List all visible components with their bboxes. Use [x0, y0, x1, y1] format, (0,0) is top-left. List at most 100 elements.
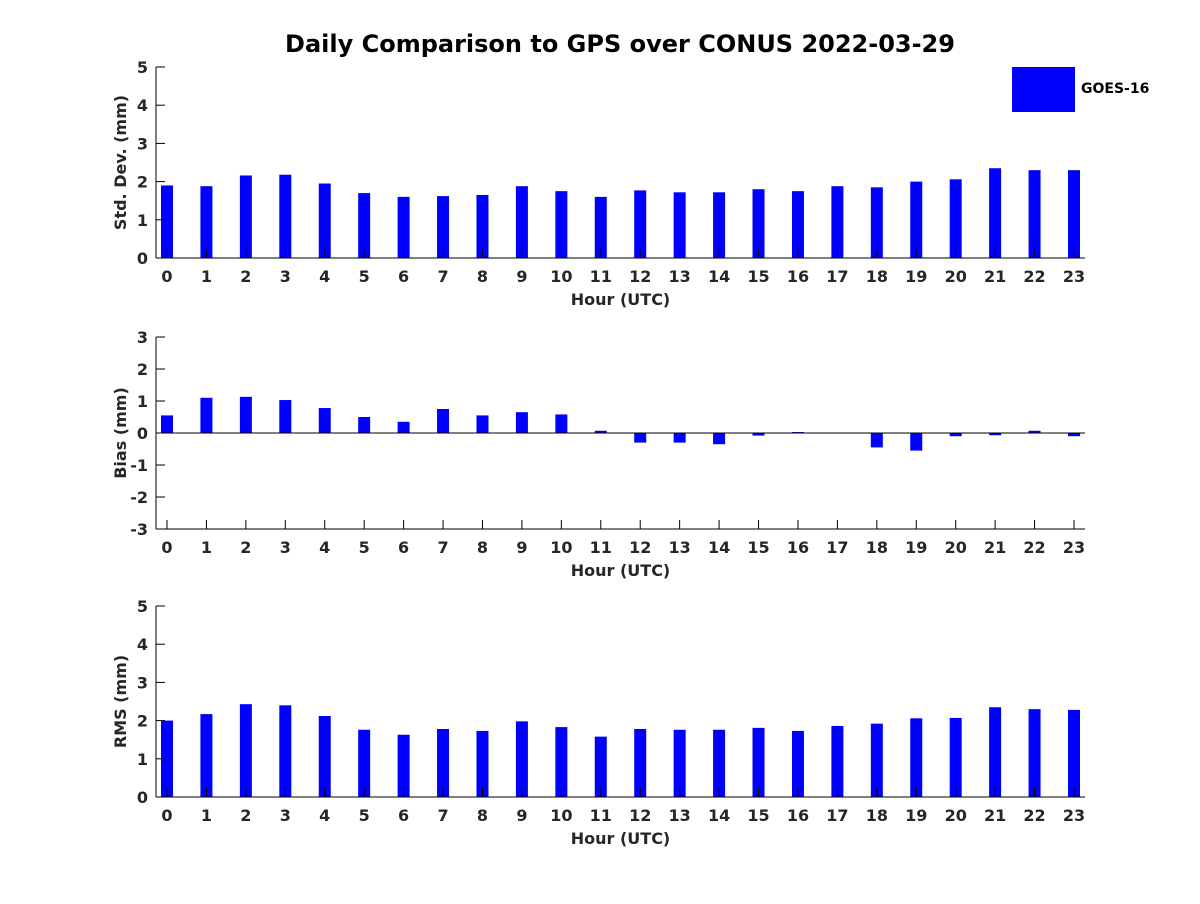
x-tick-label: 14 — [708, 267, 730, 286]
bar-hour-5 — [358, 193, 371, 258]
bar-hour-22 — [1028, 170, 1041, 258]
x-tick-label: 0 — [161, 806, 172, 825]
x-tick-label: 2 — [240, 806, 251, 825]
bar-hour-10 — [555, 727, 568, 797]
x-tick-label: 15 — [747, 538, 769, 557]
x-tick-label: 15 — [747, 806, 769, 825]
x-tick-label: 19 — [905, 267, 927, 286]
bar-hour-12 — [634, 190, 647, 258]
legend-swatch-goes-16 — [1012, 67, 1075, 112]
x-tick-label: 3 — [280, 538, 291, 557]
x-tick-label: 6 — [398, 538, 409, 557]
bar-hour-23 — [1068, 170, 1080, 258]
y-tick-label: 0 — [137, 424, 148, 443]
bar-hour-8 — [476, 730, 489, 797]
x-tick-label: 23 — [1063, 538, 1085, 557]
bar-hour-18 — [870, 723, 883, 797]
bar-hour-14 — [713, 729, 726, 797]
x-tick-label: 11 — [590, 267, 612, 286]
bar-hour-22 — [1028, 430, 1041, 433]
bar-hour-6 — [397, 421, 410, 433]
x-tick-label: 12 — [629, 538, 651, 557]
bar-hour-19 — [910, 181, 923, 258]
y-tick-label: 5 — [137, 597, 148, 616]
x-tick-label: 4 — [319, 267, 330, 286]
y-tick-label: 0 — [137, 788, 148, 807]
bar-hour-11 — [594, 430, 607, 433]
x-tick-label: 23 — [1063, 806, 1085, 825]
x-tick-label: 8 — [477, 267, 488, 286]
x-tick-label: 23 — [1063, 267, 1085, 286]
y-tick-label: 4 — [137, 96, 148, 115]
x-tick-label: 13 — [669, 806, 691, 825]
x-tick-label: 16 — [787, 806, 809, 825]
x-tick-label: 8 — [477, 538, 488, 557]
bar-hour-2 — [239, 704, 252, 797]
x-tick-label: 9 — [516, 267, 527, 286]
bar-hour-0 — [161, 415, 173, 433]
x-tick-label: 13 — [669, 267, 691, 286]
y-axis-label: Bias (mm) — [111, 387, 130, 479]
bar-hour-21 — [989, 707, 1002, 797]
bar-hour-13 — [673, 192, 686, 258]
x-tick-label: 20 — [945, 538, 967, 557]
x-tick-label: 14 — [708, 538, 730, 557]
bar-hour-2 — [239, 396, 252, 433]
bar-hour-20 — [949, 433, 962, 437]
bar-hour-22 — [1028, 709, 1041, 797]
x-axis-label: Hour (UTC) — [571, 561, 671, 580]
bar-hour-3 — [279, 400, 292, 433]
bar-hour-0 — [161, 720, 173, 797]
bar-hour-13 — [673, 729, 686, 797]
y-tick-label: 2 — [137, 712, 148, 731]
bar-hour-1 — [200, 186, 213, 258]
x-tick-label: 18 — [866, 806, 888, 825]
x-axis-label: Hour (UTC) — [571, 829, 671, 848]
x-tick-label: 9 — [516, 806, 527, 825]
bar-hour-20 — [949, 717, 962, 797]
x-tick-label: 0 — [161, 267, 172, 286]
x-tick-label: 2 — [240, 267, 251, 286]
y-tick-label: -3 — [130, 520, 148, 539]
bar-hour-3 — [279, 705, 292, 797]
bar-hour-16 — [791, 730, 804, 797]
bar-hour-15 — [752, 189, 765, 258]
bar-hour-15 — [752, 433, 765, 436]
bar-hour-12 — [634, 729, 647, 797]
x-tick-label: 1 — [201, 806, 212, 825]
x-tick-label: 10 — [550, 267, 572, 286]
legend: GOES-16 — [1012, 67, 1162, 113]
bar-hour-17 — [831, 725, 844, 797]
bar-hour-7 — [437, 729, 450, 797]
bar-hour-23 — [1068, 709, 1080, 797]
x-tick-label: 1 — [201, 267, 212, 286]
y-tick-label: -2 — [130, 488, 148, 507]
bar-hour-4 — [318, 183, 331, 258]
x-tick-label: 19 — [905, 806, 927, 825]
bar-hour-14 — [713, 433, 726, 445]
x-tick-label: 22 — [1023, 267, 1045, 286]
bar-hour-4 — [318, 716, 331, 797]
x-tick-label: 17 — [826, 267, 848, 286]
y-tick-label: 2 — [137, 360, 148, 379]
x-tick-label: 4 — [319, 538, 330, 557]
bar-hour-9 — [515, 412, 528, 433]
x-tick-label: 2 — [240, 538, 251, 557]
bar-hour-2 — [239, 175, 252, 258]
x-tick-label: 10 — [550, 538, 572, 557]
bar-hour-11 — [594, 196, 607, 258]
bar-hour-14 — [713, 192, 726, 258]
bar-hour-21 — [989, 168, 1002, 258]
x-tick-label: 1 — [201, 538, 212, 557]
x-tick-label: 7 — [437, 806, 448, 825]
bar-hour-12 — [634, 433, 647, 443]
x-tick-label: 21 — [984, 267, 1006, 286]
y-tick-label: 1 — [137, 211, 148, 230]
y-tick-label: 1 — [137, 750, 148, 769]
bar-hour-21 — [989, 433, 1002, 436]
bar-hour-16 — [791, 191, 804, 258]
bar-hour-10 — [555, 191, 568, 258]
bar-hour-1 — [200, 397, 213, 433]
